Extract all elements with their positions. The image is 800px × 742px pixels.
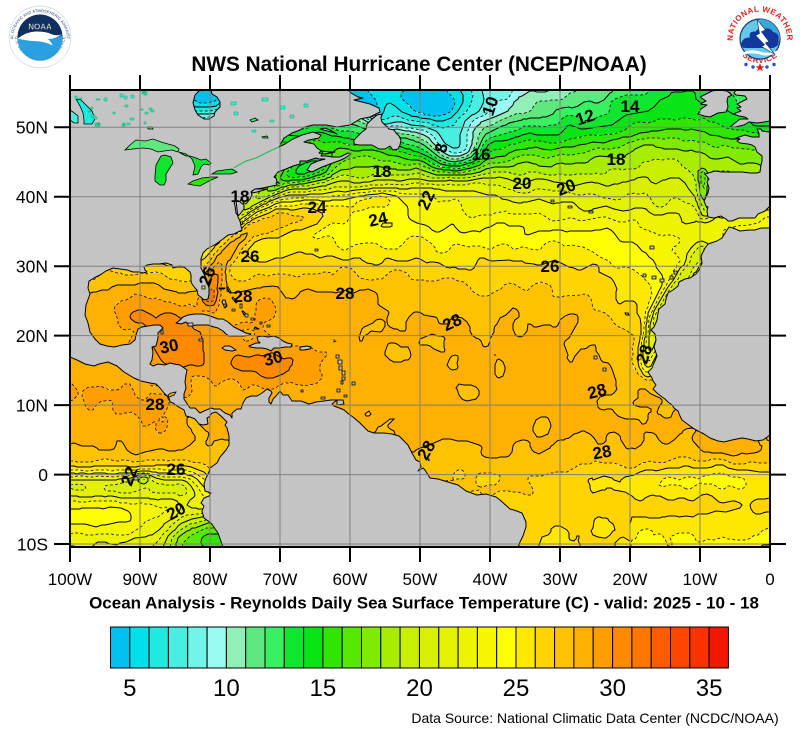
- svg-text:20N: 20N: [16, 326, 48, 346]
- svg-text:26: 26: [541, 257, 560, 276]
- svg-text:30: 30: [262, 347, 285, 370]
- svg-text:80W: 80W: [193, 570, 228, 589]
- svg-text:10N: 10N: [16, 396, 48, 416]
- svg-text:100W: 100W: [48, 570, 92, 589]
- svg-text:40W: 40W: [473, 570, 508, 589]
- svg-text:0: 0: [38, 465, 48, 485]
- svg-text:10: 10: [479, 94, 503, 118]
- svg-text:18: 18: [607, 150, 626, 169]
- svg-text:70W: 70W: [263, 570, 298, 589]
- svg-text:28: 28: [146, 395, 165, 414]
- svg-text:28: 28: [234, 287, 253, 306]
- svg-text:25: 25: [503, 675, 530, 702]
- svg-text:15: 15: [310, 675, 337, 702]
- svg-text:20: 20: [406, 675, 433, 702]
- svg-text:18: 18: [231, 187, 250, 206]
- svg-text:30: 30: [158, 335, 180, 358]
- svg-text:Data Source: National Climatic: Data Source: National Climatic Data Cent…: [411, 710, 778, 726]
- svg-text:26: 26: [167, 460, 186, 479]
- svg-text:30: 30: [599, 675, 626, 702]
- svg-text:28: 28: [336, 284, 355, 303]
- svg-text:10W: 10W: [683, 570, 718, 589]
- svg-text:90W: 90W: [123, 570, 158, 589]
- svg-text:24: 24: [308, 198, 327, 217]
- svg-text:26: 26: [241, 247, 260, 266]
- svg-text:35: 35: [696, 675, 723, 702]
- svg-text:16: 16: [472, 145, 491, 164]
- svg-text:50N: 50N: [16, 118, 48, 138]
- svg-text:60W: 60W: [333, 570, 368, 589]
- svg-text:24: 24: [367, 208, 390, 231]
- svg-text:12: 12: [573, 106, 597, 130]
- svg-text:8: 8: [431, 141, 452, 154]
- svg-text:18: 18: [373, 162, 392, 181]
- svg-text:10: 10: [213, 675, 240, 702]
- svg-text:14: 14: [621, 97, 640, 116]
- svg-text:Ocean Analysis - Reynolds Dail: Ocean Analysis - Reynolds Daily Sea Surf…: [89, 594, 759, 613]
- svg-text:NWS National Hurricane Center: NWS National Hurricane Center (NCEP/NOAA…: [191, 53, 646, 76]
- svg-text:30N: 30N: [16, 257, 48, 277]
- svg-text:30W: 30W: [543, 570, 578, 589]
- svg-text:50W: 50W: [403, 570, 438, 589]
- svg-text:20W: 20W: [613, 570, 648, 589]
- svg-text:40N: 40N: [16, 187, 48, 207]
- svg-text:20: 20: [513, 174, 532, 193]
- svg-text:0: 0: [765, 570, 774, 589]
- svg-text:10S: 10S: [17, 535, 48, 555]
- svg-text:28: 28: [586, 380, 609, 403]
- svg-text:28: 28: [633, 342, 657, 366]
- svg-text:28: 28: [591, 441, 613, 463]
- svg-text:NOAA: NOAA: [28, 23, 52, 32]
- svg-text:5: 5: [123, 675, 136, 702]
